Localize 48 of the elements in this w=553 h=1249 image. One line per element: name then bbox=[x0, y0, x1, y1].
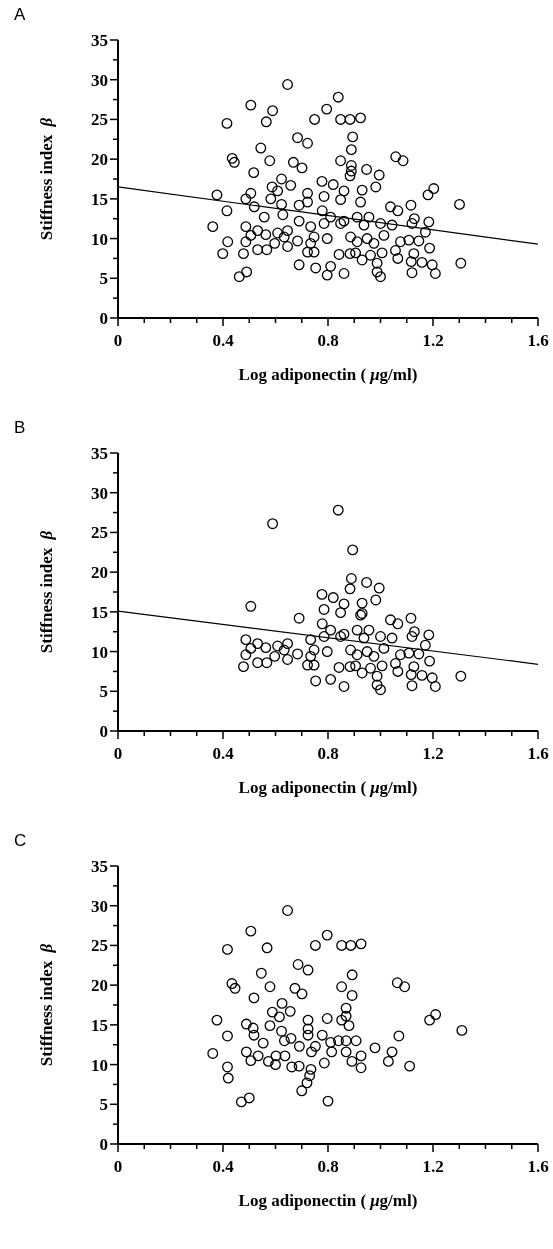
y-tick-label: 35 bbox=[91, 31, 108, 50]
y-tick-label: 20 bbox=[91, 150, 108, 170]
x-tick-label: 0 bbox=[113, 331, 123, 350]
x-tick-label: 1.2 bbox=[422, 744, 444, 763]
x-tick-label: 1.2 bbox=[422, 1157, 444, 1176]
y-tick-label: 35 bbox=[91, 444, 108, 463]
y-tick-label: 25 bbox=[91, 110, 108, 130]
y-tick-label: 20 bbox=[91, 563, 108, 583]
y-axis-title: Stiffness index β bbox=[37, 943, 56, 1067]
y-tick-label: 20 bbox=[91, 976, 108, 996]
x-tick-label: 0 bbox=[113, 1157, 123, 1176]
y-tick-label: 30 bbox=[91, 483, 108, 503]
x-tick-label: 1.6 bbox=[527, 331, 549, 350]
y-tick-label: 25 bbox=[91, 936, 108, 956]
y-tick-label: 5 bbox=[99, 682, 108, 702]
y-tick-label: 10 bbox=[91, 642, 108, 662]
x-axis-title: Log adiponectin (μg/ml) bbox=[238, 1191, 418, 1210]
x-axis-title: Log adiponectin (μg/ml) bbox=[238, 778, 418, 797]
y-tick-label: 30 bbox=[91, 70, 108, 90]
y-tick-label: 15 bbox=[91, 189, 108, 209]
y-tick-label: 30 bbox=[91, 896, 108, 916]
x-tick-label: 0.4 bbox=[212, 1157, 235, 1176]
y-axis-title: Stiffness index β bbox=[37, 117, 56, 241]
x-tick-label: 1.6 bbox=[527, 744, 549, 763]
x-tick-label: 0.8 bbox=[317, 1157, 339, 1176]
y-tick-label: 25 bbox=[91, 523, 108, 543]
x-tick-label: 0.4 bbox=[212, 331, 235, 350]
x-tick-label: 0 bbox=[113, 744, 123, 763]
x-tick-label: 0.8 bbox=[317, 331, 339, 350]
y-tick-label: 0 bbox=[99, 1135, 108, 1154]
x-tick-label: 1.6 bbox=[527, 1157, 549, 1176]
chart-title: C bbox=[14, 831, 27, 850]
chart-title: B bbox=[14, 418, 26, 437]
x-axis-title: Log adiponectin (μg/ml) bbox=[238, 365, 418, 384]
x-tick-label: 1.2 bbox=[422, 331, 444, 350]
y-tick-label: 0 bbox=[99, 722, 108, 741]
y-tick-label: 10 bbox=[91, 1055, 108, 1075]
y-tick-label: 10 bbox=[91, 229, 108, 249]
chart-title: A bbox=[14, 5, 26, 24]
y-tick-label: 5 bbox=[99, 269, 108, 289]
y-tick-label: 15 bbox=[91, 602, 108, 622]
y-tick-label: 5 bbox=[99, 1095, 108, 1115]
x-tick-label: 0.4 bbox=[212, 744, 235, 763]
y-tick-label: 0 bbox=[99, 309, 108, 328]
y-axis-title: Stiffness index β bbox=[37, 530, 56, 654]
x-tick-label: 0.8 bbox=[317, 744, 339, 763]
y-tick-label: 35 bbox=[91, 857, 108, 876]
y-tick-label: 15 bbox=[91, 1015, 108, 1035]
